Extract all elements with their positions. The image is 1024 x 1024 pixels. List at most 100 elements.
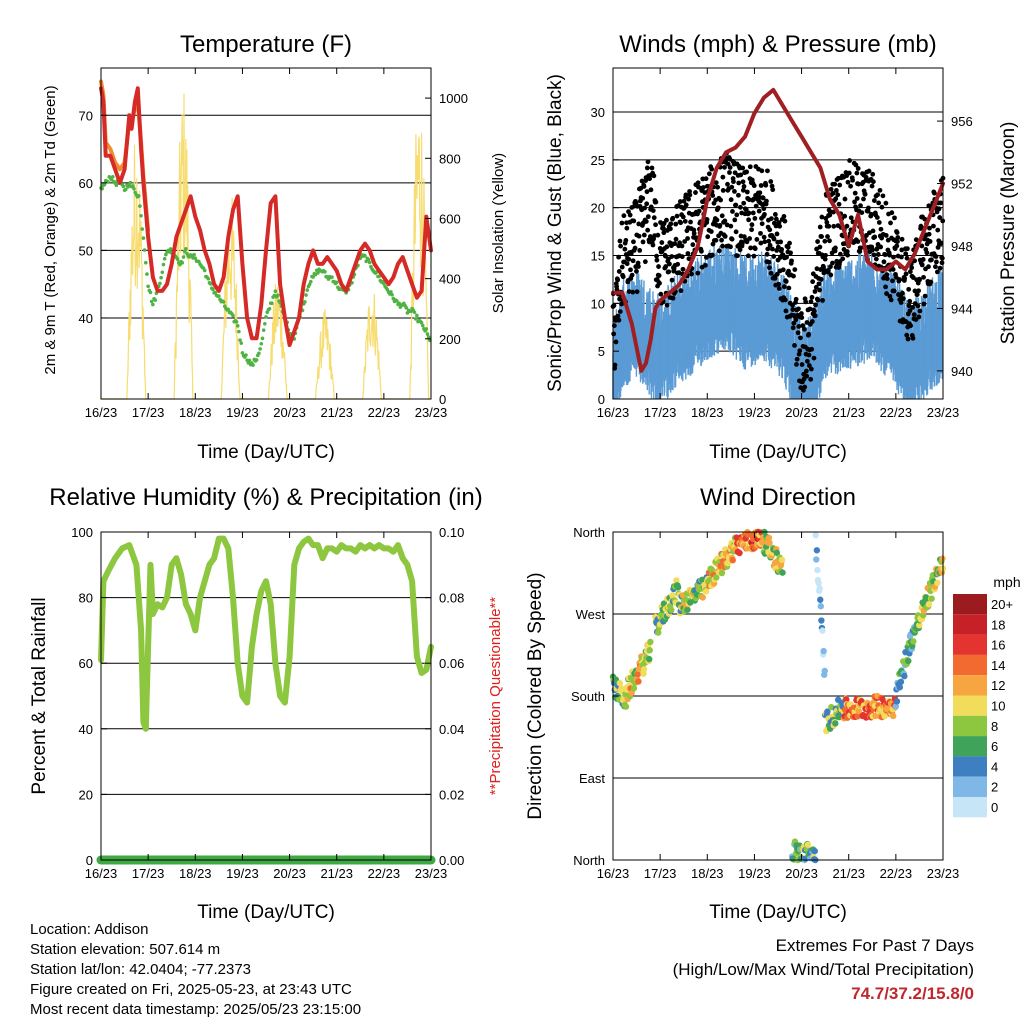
- gust-point: [706, 171, 712, 177]
- gust-point: [817, 287, 822, 293]
- gust-point: [619, 301, 624, 307]
- dewpoint-point: [390, 292, 394, 297]
- gust-point: [852, 190, 858, 196]
- plot-frame-1: [612, 67, 944, 400]
- gust-point: [682, 239, 688, 244]
- gust-point: [884, 276, 890, 282]
- gust-point: [705, 234, 711, 240]
- dewpoint-point: [308, 279, 313, 284]
- dewpoint-point: [142, 248, 147, 252]
- gust-point: [800, 323, 806, 329]
- x-tick-label: 19/23: [738, 405, 771, 420]
- gust-point: [727, 170, 732, 175]
- y-right-tick-label: 0.00: [439, 853, 464, 868]
- gust-point: [780, 267, 786, 273]
- gust-point: [677, 199, 683, 204]
- extremes-subtitle: (High/Low/Max Wind/Total Precipitation): [672, 960, 974, 979]
- dewpoint-point: [240, 351, 245, 355]
- gust-point: [818, 277, 824, 282]
- gust-point: [879, 204, 885, 210]
- gust-point: [772, 212, 778, 217]
- dewpoint-point: [275, 293, 280, 297]
- gust-point: [820, 297, 825, 303]
- gust-point: [680, 266, 686, 272]
- gust-point: [774, 231, 780, 237]
- wind-direction-point: [855, 707, 862, 715]
- gust-point: [889, 210, 895, 216]
- gust-point: [659, 240, 665, 245]
- gust-point: [670, 215, 676, 221]
- gust-point: [926, 231, 932, 237]
- dewpoint-point: [419, 320, 424, 325]
- gust-point: [840, 256, 846, 262]
- gust-point: [785, 244, 791, 250]
- legend-swatch: [953, 756, 987, 777]
- gust-point: [634, 289, 640, 295]
- y-tick-label: 0: [598, 392, 605, 407]
- gust-point: [817, 224, 823, 230]
- gust-point: [935, 227, 941, 233]
- wind-direction-point: [881, 712, 888, 720]
- gust-point: [757, 190, 763, 196]
- x-tick-label: 19/23: [226, 405, 259, 420]
- wind-direction-point: [618, 685, 625, 692]
- x-tick-label: 18/23: [179, 866, 212, 881]
- rh-ylabel: Percent & Total Rainfall: [29, 597, 50, 794]
- gust-point: [691, 231, 697, 236]
- wind-direction-point: [815, 579, 822, 587]
- dewpoint-point: [114, 183, 119, 188]
- legend-swatch: [953, 715, 987, 737]
- y-right-tick-label: 600: [439, 211, 461, 226]
- gust-point: [739, 240, 745, 246]
- x-tick-label: 22/23: [368, 405, 401, 420]
- gust-point: [622, 246, 628, 252]
- gust-point: [934, 269, 940, 275]
- gust-point: [804, 358, 810, 364]
- dewpoint-point: [264, 315, 268, 319]
- dewpoint-point: [123, 187, 128, 192]
- gust-point: [778, 239, 784, 245]
- wind-direction-point: [817, 596, 824, 603]
- gust-point: [816, 281, 822, 287]
- gust-point: [749, 222, 755, 228]
- wind-direction-point: [928, 595, 935, 602]
- dewpoint-point: [102, 182, 107, 187]
- x-tick-label: 17/23: [132, 866, 165, 881]
- gust-point: [749, 227, 754, 233]
- legend-label: 8: [991, 719, 998, 734]
- wind-direction-point: [890, 712, 897, 720]
- gust-point: [924, 250, 930, 256]
- gust-point: [861, 196, 866, 202]
- wind-direction-point: [916, 621, 923, 629]
- gust-point: [939, 260, 945, 266]
- gust-point: [644, 189, 650, 195]
- gust-point: [825, 268, 831, 273]
- gust-point: [631, 239, 636, 245]
- gust-point: [763, 182, 769, 188]
- gust-point: [655, 232, 661, 238]
- gust-point: [836, 201, 842, 207]
- dir-ylabel: Direction (Colored By Speed): [525, 572, 546, 819]
- x-tick-label: 16/23: [85, 405, 118, 420]
- wind-direction-point: [843, 696, 850, 703]
- gust-point: [907, 269, 913, 275]
- gust-point: [823, 252, 828, 258]
- x-tick-label: 18/23: [179, 405, 212, 420]
- rh-xlabel: Time (Day/UTC): [197, 902, 335, 923]
- legend-label: 10: [991, 699, 1005, 714]
- gust-point: [832, 181, 838, 187]
- gust-point: [768, 179, 774, 184]
- wind-direction-point: [939, 555, 946, 562]
- gust-point: [654, 253, 659, 259]
- gust-point: [869, 183, 875, 189]
- gust-point: [708, 229, 714, 234]
- y-tick-label: 60: [79, 656, 93, 671]
- wind-direction-point: [818, 617, 825, 624]
- gust-point: [678, 288, 684, 294]
- wind-direction-point: [934, 579, 941, 587]
- gust-point: [806, 331, 812, 337]
- gust-point: [859, 210, 865, 215]
- gust-point: [672, 241, 678, 247]
- dewpoint-point: [193, 256, 198, 261]
